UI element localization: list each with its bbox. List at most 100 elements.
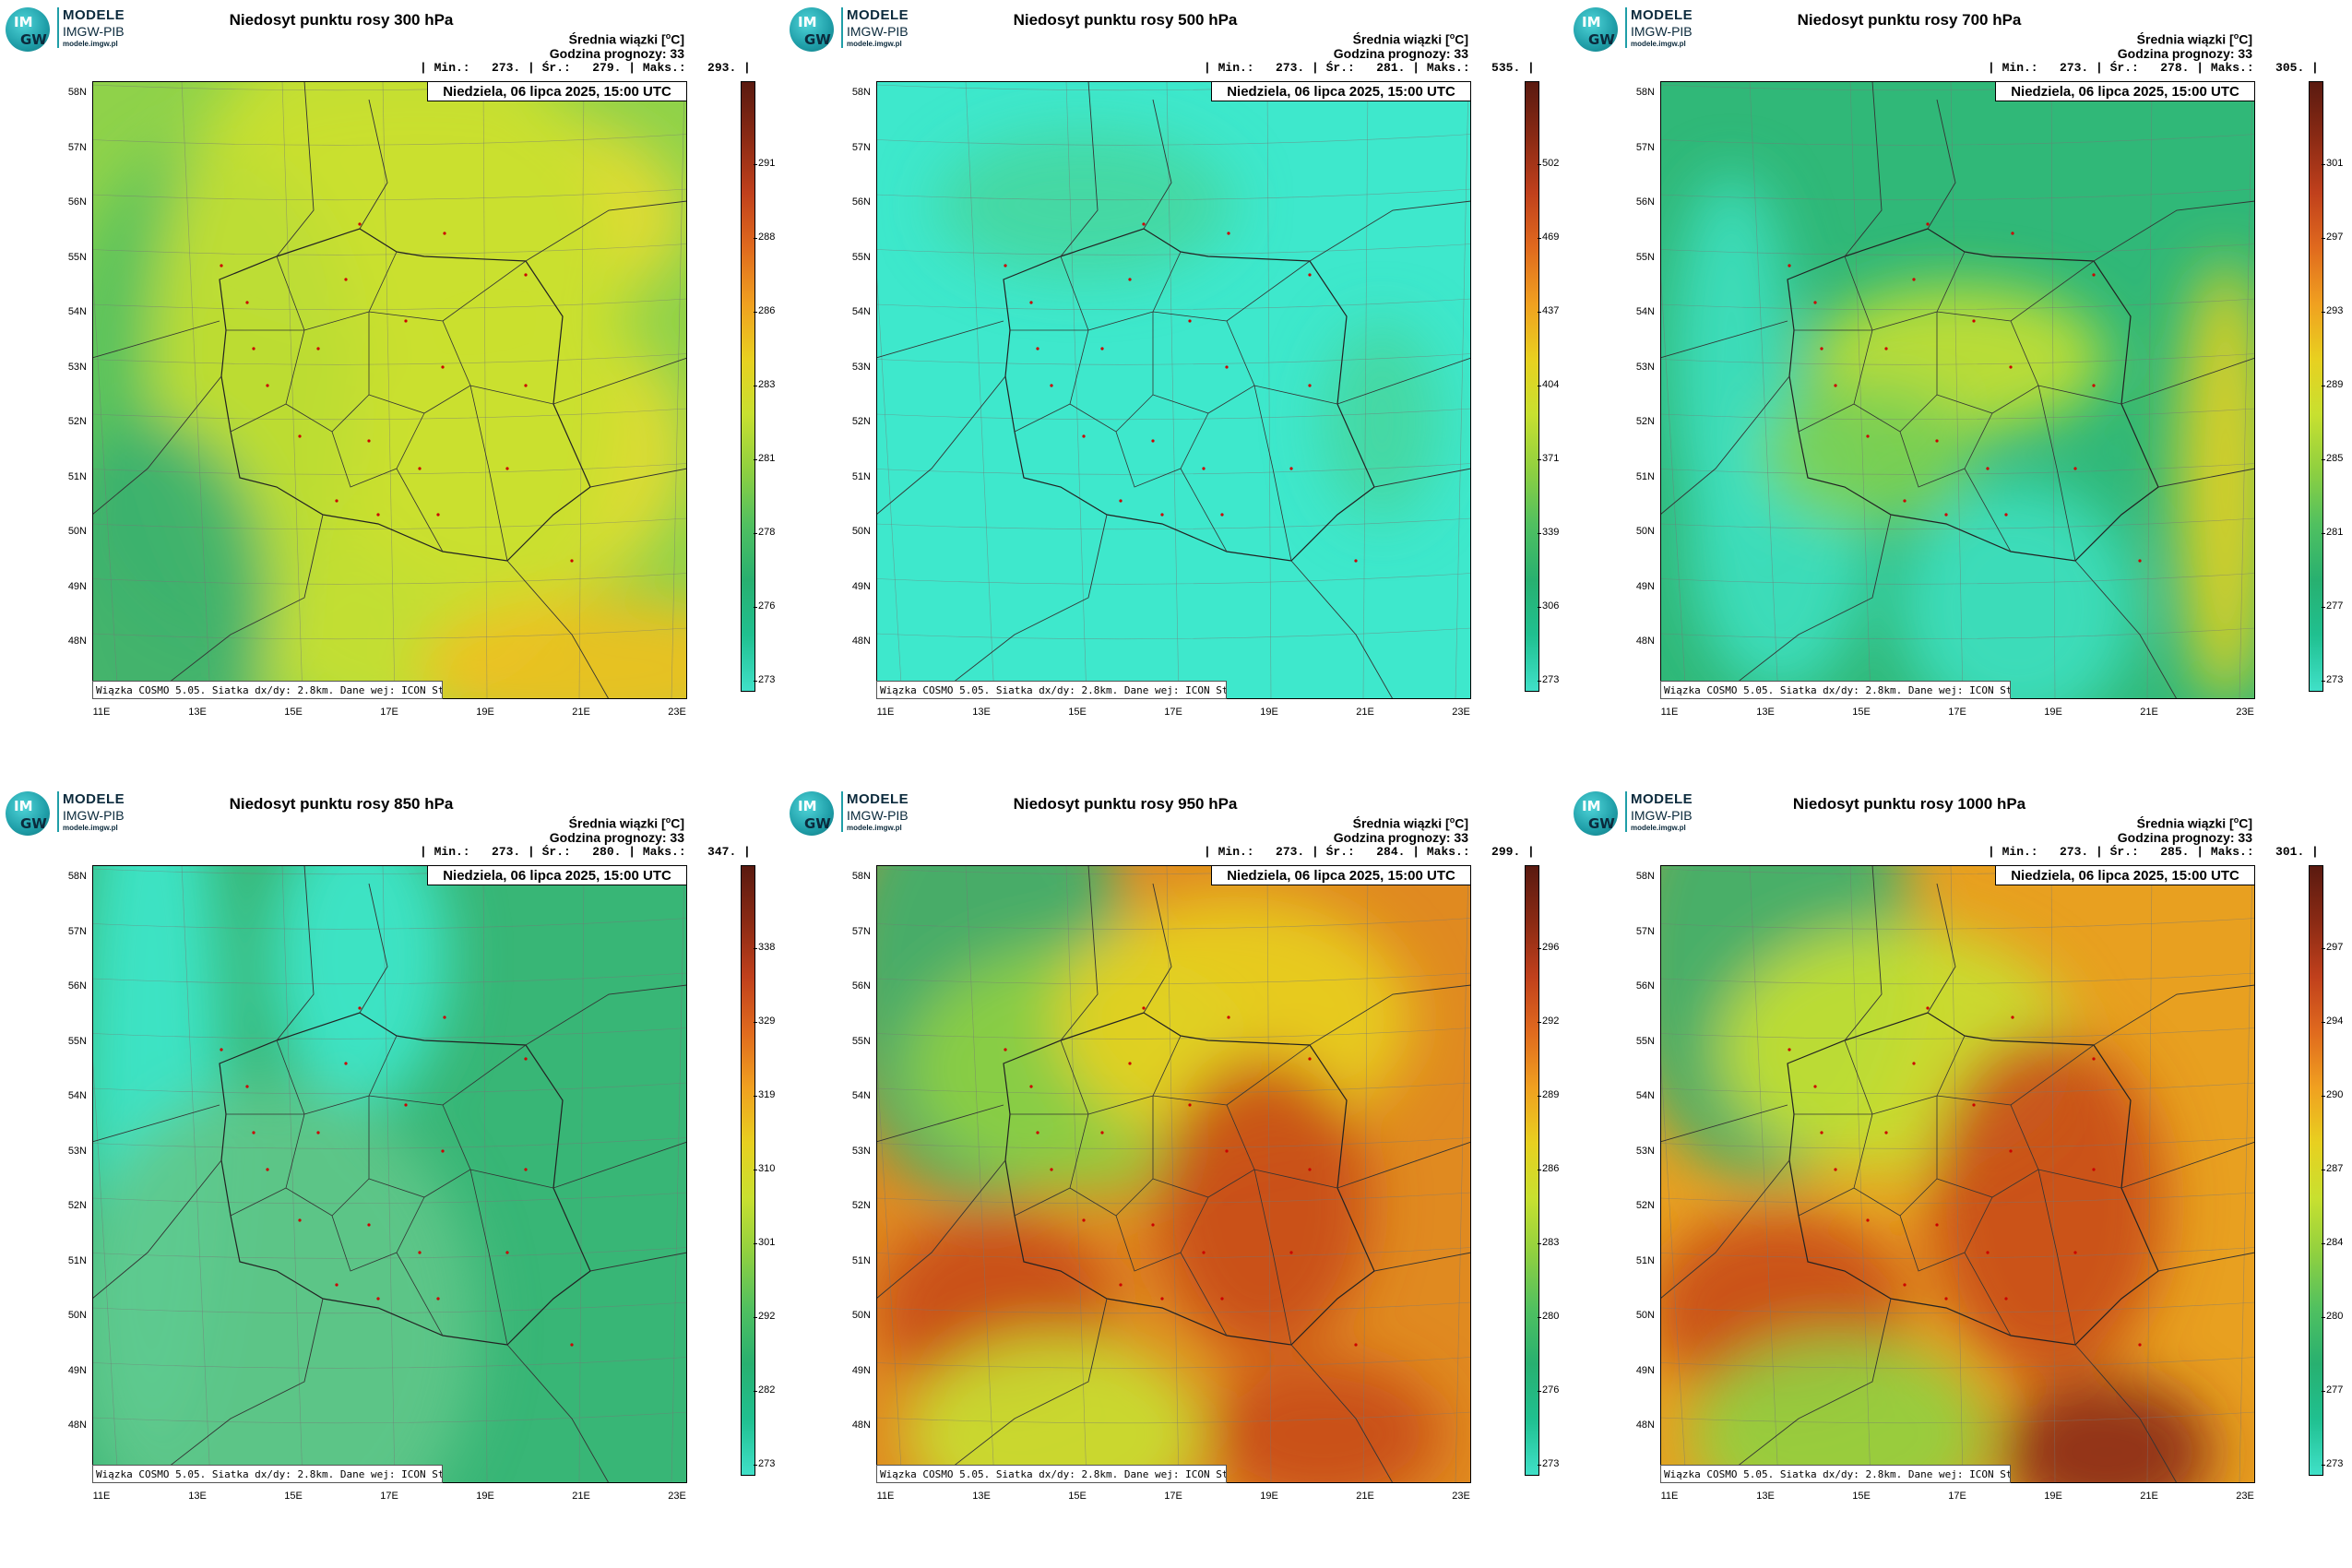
lat-label: 51N (1635, 470, 1655, 482)
stats-row: | Min.: 273. | Śr.: 285. | Maks.: 301. | (1988, 845, 2319, 859)
forecast-date: Niedziela, 06 lipca 2025, 15:00 UTC (1211, 81, 1471, 101)
city-marker (1972, 1103, 1976, 1107)
graticule-lat (876, 1192, 1471, 1205)
region-border (469, 1169, 508, 1346)
country-border (2157, 1252, 2255, 1272)
scale-tick: 283 (758, 379, 776, 390)
scale-tick: 286 (758, 305, 776, 316)
city-marker (1289, 467, 1293, 470)
graticule-lon (1266, 81, 1272, 699)
region-border (1253, 1169, 1338, 1189)
graticule-lat (1660, 188, 2255, 201)
graticule-lat (876, 134, 1471, 146)
lat-label: 58N (851, 871, 871, 882)
graticule-lat (92, 918, 687, 930)
scale-tick: 502 (1542, 158, 1560, 169)
lat-label: 54N (67, 1090, 87, 1101)
country-border (1660, 320, 1788, 359)
graticule-lon (2050, 81, 2056, 699)
map-title: Niedosyt punktu rosy 500 hPa (1013, 11, 1238, 29)
lat-label: 48N (67, 1420, 87, 1431)
region-border (1899, 412, 1993, 488)
city-marker (1820, 347, 1823, 350)
graticule-lon (1455, 865, 1469, 1483)
country-border (92, 320, 220, 359)
country-border (876, 375, 1006, 516)
scale-tick: 273 (2326, 1458, 2344, 1469)
city-marker (298, 1218, 302, 1222)
scale-tick: 319 (758, 1089, 776, 1100)
city-marker (1926, 1006, 1930, 1010)
lon-label: 17E (1948, 1491, 1966, 1502)
field-blob (1203, 1360, 1442, 1483)
city-marker (2138, 1343, 2142, 1347)
graticule-lon (281, 81, 303, 699)
lat-label: 49N (851, 580, 871, 592)
scale-tick: 292 (1542, 1016, 1560, 1027)
graticule-lon (2050, 865, 2056, 1483)
graticule-lat (1660, 627, 2255, 640)
lat-label: 52N (851, 416, 871, 427)
scale-tick: 290 (2326, 1089, 2344, 1100)
field-blob (1999, 1378, 2214, 1483)
graticule-lat (1660, 1028, 2255, 1039)
country-border (359, 883, 388, 1014)
forecast-date: Niedziela, 06 lipca 2025, 15:00 UTC (1995, 81, 2255, 101)
graticule-lat (1660, 1082, 2255, 1095)
city-marker (1151, 439, 1155, 443)
lat-label: 56N (67, 980, 87, 992)
imgw-logo-icon: IM GW (6, 7, 50, 52)
scale-tick: 289 (1542, 1089, 1560, 1100)
city-marker (1986, 467, 1990, 470)
graticule-lat (876, 1357, 1471, 1369)
city-marker (1308, 1057, 1312, 1061)
city-marker (1788, 1048, 1791, 1051)
graticule-lon (482, 81, 488, 699)
scale-tick: 329 (758, 1016, 776, 1027)
city-marker (404, 319, 408, 323)
graticule-lat (92, 244, 687, 255)
city-marker (252, 1131, 255, 1134)
city-marker (344, 1062, 348, 1065)
city-marker (245, 301, 249, 304)
region-border (1253, 385, 1292, 562)
forecast-hour: Godzina prognozy: 33 (1333, 830, 1468, 845)
city-marker (298, 434, 302, 438)
forecast-hour: Godzina prognozy: 33 (2117, 830, 2252, 845)
country-border (876, 1159, 1006, 1300)
lat-label: 55N (67, 1035, 87, 1047)
city-marker (1289, 1251, 1293, 1254)
graticule-lat (876, 408, 1471, 421)
city-marker (266, 1168, 269, 1171)
field-blob (935, 130, 1233, 279)
graticule-lat (92, 627, 687, 640)
city-marker (1834, 384, 1837, 387)
graticule-lat (876, 188, 1471, 201)
graticule-lon (1065, 865, 1087, 1483)
country-border (589, 468, 687, 488)
field-blob (270, 865, 449, 1107)
city-marker (1813, 301, 1817, 304)
scale-tick: 273 (758, 1458, 776, 1469)
graticule-lon (482, 865, 488, 1483)
city-marker (1944, 1297, 1948, 1301)
lon-label: 23E (668, 1491, 686, 1502)
country-border (92, 1159, 222, 1300)
lat-label: 48N (67, 636, 87, 647)
city-marker (441, 365, 445, 369)
city-marker (1160, 513, 1164, 517)
city-marker (524, 1057, 528, 1061)
city-marker (1119, 1283, 1123, 1287)
city-marker (1227, 232, 1230, 235)
region-border (230, 1187, 287, 1217)
city-marker (2138, 559, 2142, 563)
city-marker (1354, 559, 1358, 563)
city-marker (1308, 273, 1312, 277)
city-marker (376, 1297, 380, 1301)
forecast-hour: Godzina prognozy: 33 (549, 830, 684, 845)
map-title: Niedosyt punktu rosy 850 hPa (229, 795, 454, 813)
city-marker (2011, 232, 2014, 235)
lon-label: 23E (1452, 1491, 1470, 1502)
region-border (1844, 1035, 1966, 1115)
lon-label: 11E (1660, 1491, 1679, 1502)
